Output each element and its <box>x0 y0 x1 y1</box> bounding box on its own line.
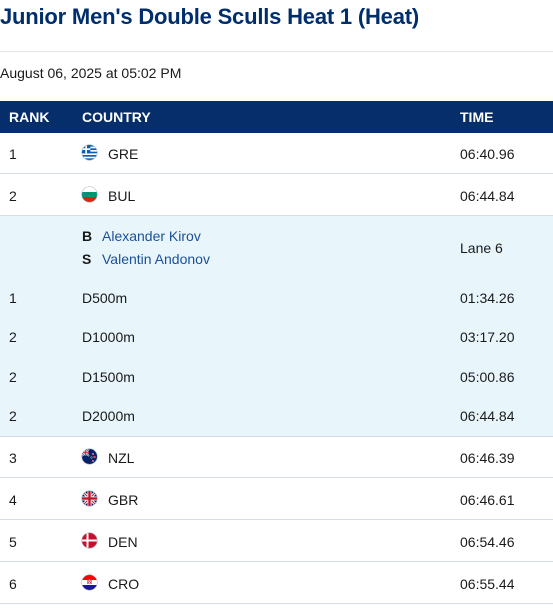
race-date: August 06, 2025 at 05:02 PM <box>0 65 182 81</box>
page-title: Junior Men's Double Sculls Heat 1 (Heat) <box>0 4 419 29</box>
rank-cell: 3 <box>9 450 17 466</box>
split-distance: D2000m <box>82 408 135 424</box>
split-time: 06:44.84 <box>460 408 515 424</box>
time-cell: 06:54.46 <box>460 534 515 550</box>
split-row: 2 D1500m 05:00.86 <box>0 369 553 389</box>
split-row: 1 D500m 01:34.26 <box>0 290 553 310</box>
time-cell: 06:46.61 <box>460 492 515 508</box>
rank-cell: 6 <box>9 576 17 592</box>
greece-flag-icon <box>82 145 97 160</box>
crew-position: B <box>82 228 93 244</box>
split-rank: 2 <box>9 408 17 424</box>
time-cell: 06:46.39 <box>460 450 515 466</box>
header-time: TIME <box>460 109 494 125</box>
country-code: CRO <box>108 576 140 592</box>
split-time: 03:17.20 <box>460 329 515 345</box>
results-table-header: RANK COUNTRY TIME <box>0 101 553 133</box>
rank-cell: 2 <box>9 188 17 204</box>
split-distance: D500m <box>82 290 128 306</box>
crew-member: S Valentin Andonov <box>82 251 282 271</box>
bulgaria-flag-icon <box>82 187 97 202</box>
split-time: 05:00.86 <box>460 369 515 385</box>
divider <box>0 51 553 52</box>
country-code: BUL <box>108 188 136 204</box>
expanded-details-bul: B Alexander Kirov S Valentin Andonov Lan… <box>0 216 553 437</box>
country-code: DEN <box>108 534 138 550</box>
split-rank: 1 <box>9 290 17 306</box>
result-row-den[interactable]: 5 DEN 06:54.46 <box>0 521 553 562</box>
split-row: 2 D1000m 03:17.20 <box>0 329 553 349</box>
time-cell: 06:40.96 <box>460 146 515 162</box>
split-distance: D1500m <box>82 369 135 385</box>
header-country: COUNTRY <box>82 109 151 125</box>
split-time: 01:34.26 <box>460 290 515 306</box>
split-rank: 2 <box>9 329 17 345</box>
great-britain-flag-icon <box>82 491 97 506</box>
country-code: NZL <box>108 450 135 466</box>
country-code: GBR <box>108 492 139 508</box>
time-cell: 06:55.44 <box>460 576 515 592</box>
result-row-nzl[interactable]: 3 NZL 06:46.39 <box>0 437 553 478</box>
croatia-flag-icon <box>82 575 97 590</box>
country-code: GRE <box>108 146 139 162</box>
new-zealand-flag-icon <box>82 449 97 464</box>
result-row-bul[interactable]: 2 BUL 06:44.84 <box>0 175 553 216</box>
rank-cell: 4 <box>9 492 17 508</box>
crew-position: S <box>82 251 92 267</box>
result-row-gbr[interactable]: 4 GBR 06:46.61 <box>0 479 553 520</box>
crew-member: B Alexander Kirov <box>82 228 282 248</box>
time-cell: 06:44.84 <box>460 188 515 204</box>
result-row-gre[interactable]: 1 GRE 06:40.96 <box>0 133 553 174</box>
lane-label: Lane 6 <box>460 240 503 256</box>
result-row-cro[interactable]: 6 CRO 06:55.44 <box>0 563 553 604</box>
split-distance: D1000m <box>82 329 135 345</box>
rank-cell: 5 <box>9 534 17 550</box>
split-row: 2 D2000m 06:44.84 <box>0 408 553 428</box>
split-rank: 2 <box>9 369 17 385</box>
crew-name-link[interactable]: Alexander Kirov <box>102 228 201 244</box>
denmark-flag-icon <box>82 533 97 548</box>
header-rank: RANK <box>9 109 50 125</box>
rank-cell: 1 <box>9 146 17 162</box>
crew-name-link[interactable]: Valentin Andonov <box>102 251 210 267</box>
